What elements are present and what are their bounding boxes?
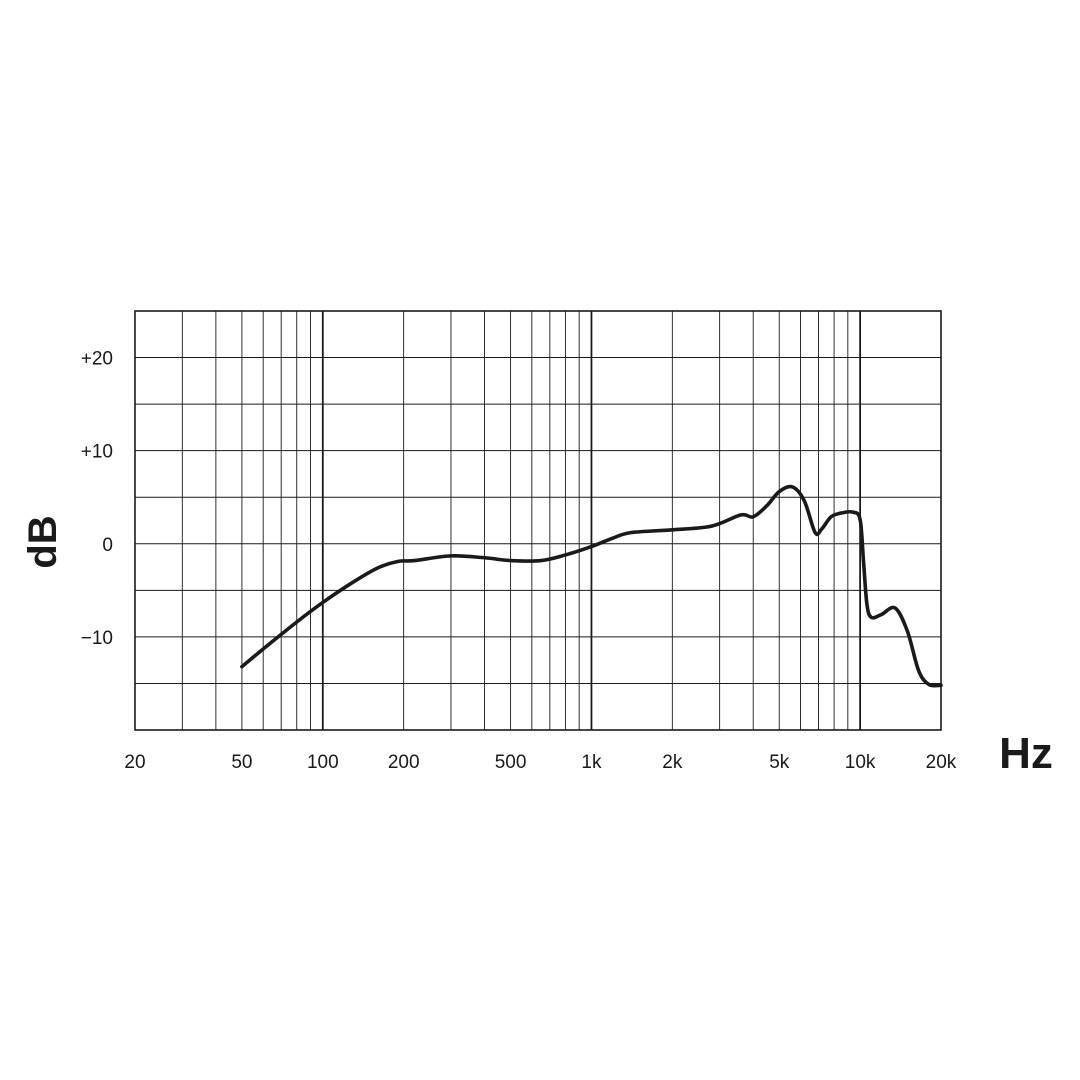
horizontal-gridlines bbox=[135, 357, 941, 684]
x-tick-label: 2k bbox=[662, 752, 683, 773]
x-axis-title: Hz bbox=[999, 729, 1053, 778]
x-tick-labels: 20 50 100 200 500 1k 2k 5k 10k 20k bbox=[124, 752, 956, 773]
x-tick-label: 100 bbox=[307, 752, 339, 773]
y-tick-labels: +20 +10 0 −10 bbox=[81, 349, 113, 649]
response-curve bbox=[240, 484, 943, 688]
x-tick-label: 20 bbox=[124, 752, 145, 773]
y-axis-title: dB bbox=[21, 515, 65, 568]
y-tick-label: +20 bbox=[81, 349, 113, 370]
plot-frame bbox=[134, 310, 942, 731]
x-tick-label: 10k bbox=[845, 752, 876, 773]
x-tick-label: 500 bbox=[495, 752, 527, 773]
y-tick-label: +10 bbox=[81, 442, 113, 463]
x-tick-label: 200 bbox=[388, 752, 420, 773]
x-tick-label: 20k bbox=[926, 752, 957, 773]
vertical-gridlines bbox=[181, 311, 862, 730]
x-tick-label: 50 bbox=[231, 752, 252, 773]
y-tick-label: 0 bbox=[102, 535, 113, 556]
y-tick-label: −10 bbox=[81, 628, 113, 649]
x-tick-label: 5k bbox=[769, 752, 790, 773]
x-tick-label: 1k bbox=[581, 752, 602, 773]
